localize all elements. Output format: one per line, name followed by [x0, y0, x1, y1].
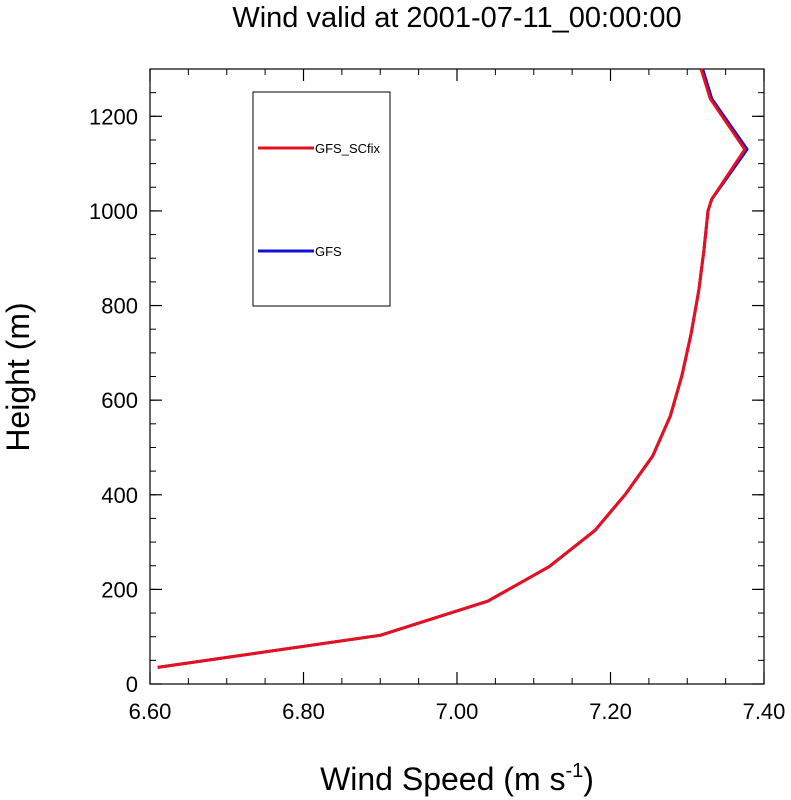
legend-box [252, 91, 391, 307]
legend-label-gfs: GFS [315, 244, 342, 259]
plot-frame [149, 68, 765, 685]
chart-title: Wind valid at 2001-07-11_00:00:00 [232, 2, 681, 34]
y-tick-label: 800 [101, 294, 138, 319]
x-axis-title: Wind Speed (m s-1) [320, 760, 594, 797]
y-tick-label: 1200 [89, 104, 138, 129]
legend: GFS_SCfix GFS [252, 91, 391, 307]
series-line-gfs [157, 68, 749, 669]
y-tick-label: 0 [126, 672, 138, 697]
x-tick-label: 7.00 [436, 699, 479, 724]
legend-label-gfs-scfix: GFS_SCfix [315, 141, 381, 156]
plot-area: 6.60 6.80 7.00 7.20 7.40 0 200 400 600 800 1000 120… [89, 68, 786, 724]
y-tick-label: 400 [101, 483, 138, 508]
x-tick-label: 7.20 [589, 699, 632, 724]
x-axis-title-close: ) [583, 761, 594, 797]
x-axis-title-main: Wind Speed (m s [320, 761, 565, 797]
y-axis-title: Height (m) [0, 302, 36, 451]
y-tick-label: 600 [101, 388, 138, 413]
x-tick-label: 7.40 [743, 699, 786, 724]
y-tick-label: 1000 [89, 199, 138, 224]
series-line-gfs-scfix [157, 68, 747, 669]
x-axis-title-superscript: -1 [565, 760, 583, 782]
x-tick-label: 6.60 [129, 699, 172, 724]
y-tick-label: 200 [101, 577, 138, 602]
x-tick-label: 6.80 [282, 699, 325, 724]
